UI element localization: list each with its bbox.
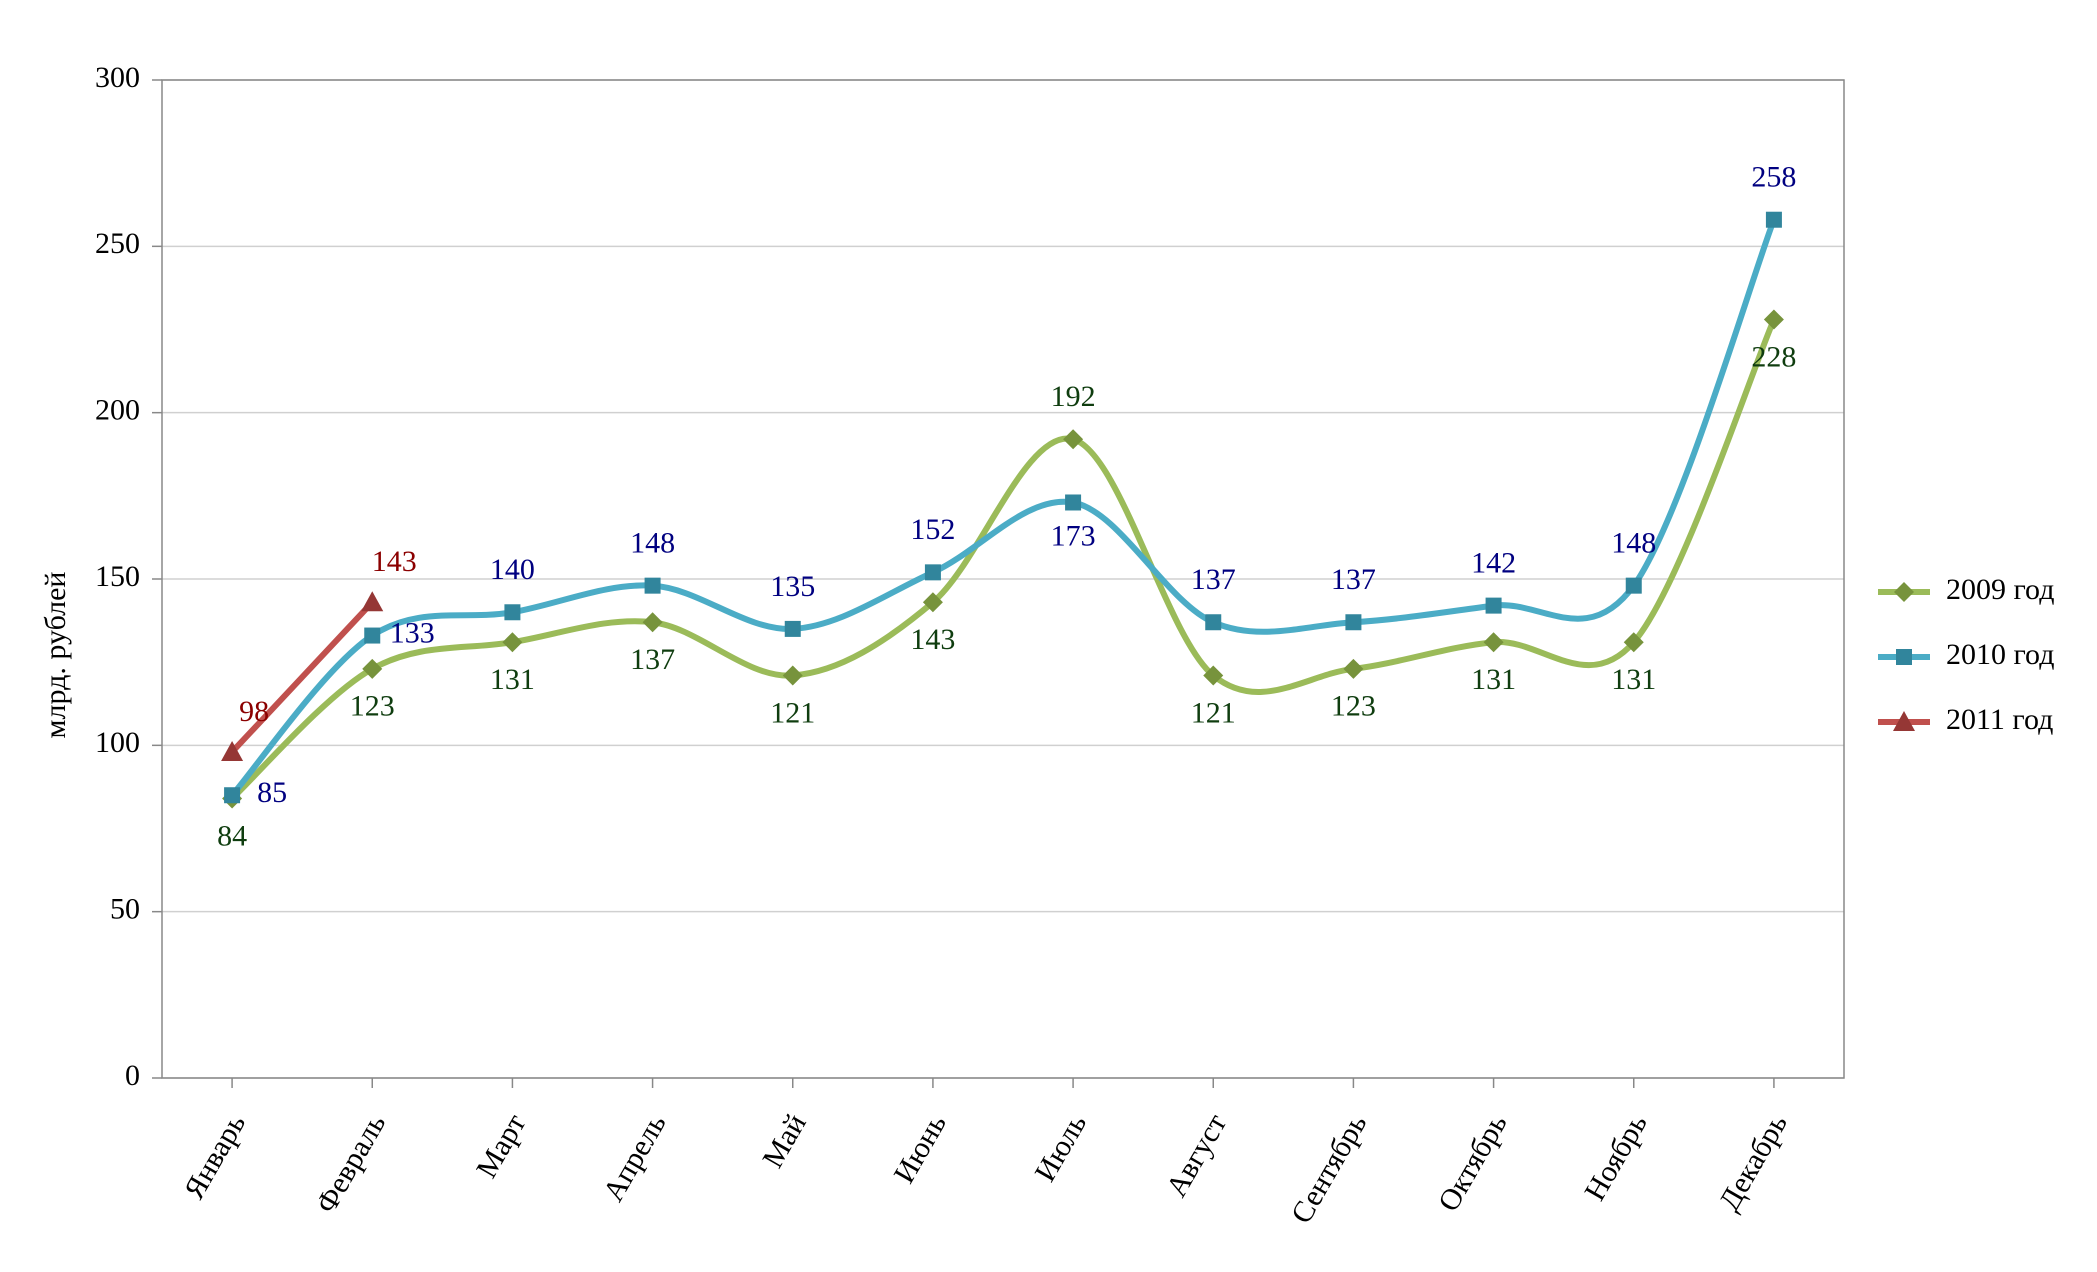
marker xyxy=(782,665,803,686)
x-tick-label: Август xyxy=(1160,1108,1233,1202)
marker xyxy=(221,740,244,761)
data-label: 143 xyxy=(372,545,417,578)
data-label: 131 xyxy=(1471,663,1516,696)
marker xyxy=(924,564,941,581)
data-label: 85 xyxy=(257,776,287,809)
series-line xyxy=(229,316,1777,802)
x-tick-label: Июнь xyxy=(887,1108,952,1188)
y-tick-label: 150 xyxy=(95,560,140,593)
marker xyxy=(1763,309,1784,330)
marker xyxy=(1893,711,1915,731)
data-label: 137 xyxy=(1191,563,1236,596)
x-tick-label: Апрель xyxy=(597,1108,673,1207)
marker xyxy=(1623,632,1644,653)
marker xyxy=(642,612,663,633)
data-label: 137 xyxy=(1331,563,1376,596)
data-label: 173 xyxy=(1051,519,1096,552)
data-label: 123 xyxy=(350,690,395,723)
marker xyxy=(224,787,241,804)
marker xyxy=(1343,658,1364,679)
x-tick-label: Декабрь xyxy=(1713,1108,1794,1216)
data-label: 123 xyxy=(1331,690,1376,723)
marker xyxy=(644,577,661,594)
series-line xyxy=(229,599,376,755)
marker xyxy=(504,604,521,621)
data-label: 121 xyxy=(770,696,815,729)
data-label: 148 xyxy=(630,527,675,560)
marker xyxy=(502,632,523,653)
data-label: 84 xyxy=(217,819,247,852)
y-tick-label: 200 xyxy=(95,394,140,427)
marker xyxy=(1065,494,1082,511)
y-axis-label: млрд. рублей xyxy=(39,572,72,739)
data-label: 137 xyxy=(630,643,675,676)
marker xyxy=(1625,577,1642,594)
marker xyxy=(361,591,384,612)
data-label: 131 xyxy=(1611,663,1656,696)
data-label: 133 xyxy=(390,616,435,649)
data-label: 258 xyxy=(1751,161,1796,194)
marker xyxy=(1063,429,1084,450)
data-label: 148 xyxy=(1611,527,1656,560)
data-label: 98 xyxy=(239,695,269,728)
data-label: 228 xyxy=(1751,340,1796,373)
x-tick-label: Ноябрь xyxy=(1578,1108,1654,1206)
y-tick-label: 250 xyxy=(95,227,140,260)
marker xyxy=(922,592,943,613)
data-label: 192 xyxy=(1051,380,1096,413)
marker xyxy=(1483,632,1504,653)
x-tick-label: Май xyxy=(756,1108,813,1173)
x-tick-label: Февраль xyxy=(309,1108,392,1218)
marker xyxy=(1765,211,1782,228)
marker xyxy=(1896,649,1912,665)
y-tick-label: 0 xyxy=(125,1059,140,1092)
x-tick-label: Июль xyxy=(1029,1108,1094,1187)
y-tick-label: 100 xyxy=(95,726,140,759)
data-label: 143 xyxy=(910,623,955,656)
x-tick-label: Октябрь xyxy=(1432,1108,1514,1217)
x-tick-label: Март xyxy=(470,1108,532,1183)
series-line xyxy=(229,216,1777,799)
marker xyxy=(1205,614,1222,631)
marker xyxy=(784,620,801,637)
y-tick-label: 50 xyxy=(110,893,140,926)
legend-label: 2010 год xyxy=(1946,638,2054,671)
x-tick-label: Январь xyxy=(178,1108,253,1204)
marker xyxy=(1485,597,1502,614)
data-label: 140 xyxy=(490,553,535,586)
data-label: 131 xyxy=(490,663,535,696)
plot-border xyxy=(161,79,1845,1079)
marker xyxy=(1345,614,1362,631)
marker xyxy=(362,658,383,679)
marker xyxy=(364,627,381,644)
y-tick-label: 300 xyxy=(95,61,140,94)
marker xyxy=(1203,665,1224,686)
data-label: 142 xyxy=(1471,547,1516,580)
legend-label: 2009 год xyxy=(1946,573,2054,606)
data-label: 121 xyxy=(1191,696,1236,729)
marker xyxy=(1894,582,1914,602)
x-tick-label: Сентябрь xyxy=(1285,1108,1374,1229)
data-label: 135 xyxy=(770,570,815,603)
legend-label: 2011 год xyxy=(1946,703,2053,736)
data-label: 152 xyxy=(910,513,955,546)
